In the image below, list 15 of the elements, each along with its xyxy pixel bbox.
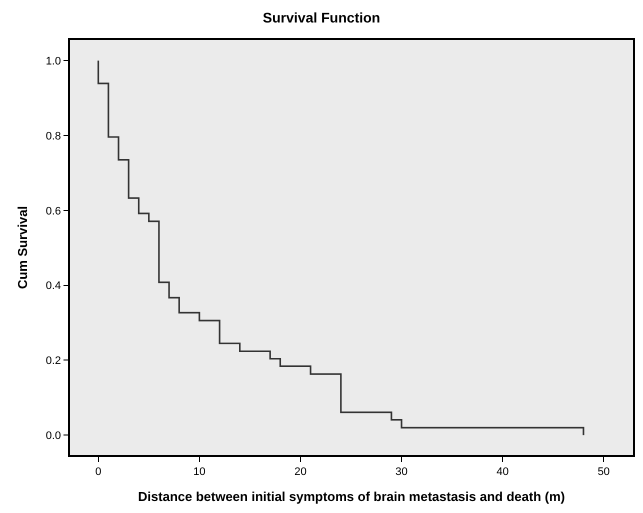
y-tick-label: 0.0 (46, 430, 62, 442)
x-axis-title: Distance between initial symptoms of brain metastasis and death (m) (138, 489, 565, 504)
x-tick-label: 40 (496, 466, 509, 478)
x-tick-label: 50 (598, 466, 610, 478)
x-tick-label: 20 (294, 466, 307, 478)
x-tick-label: 0 (95, 466, 102, 478)
y-axis-title: Cum Survival (15, 206, 30, 290)
y-tick-label: 0.2 (46, 355, 62, 368)
chart-title: Survival Function (262, 10, 380, 26)
y-tick-label: 0.6 (46, 205, 62, 218)
x-tick-label: 10 (193, 466, 206, 478)
x-tick-label: 30 (395, 466, 408, 478)
y-tick-label: 1.0 (46, 55, 62, 68)
y-tick-label: 0.8 (46, 130, 62, 142)
y-tick-label: 0.4 (46, 280, 62, 292)
